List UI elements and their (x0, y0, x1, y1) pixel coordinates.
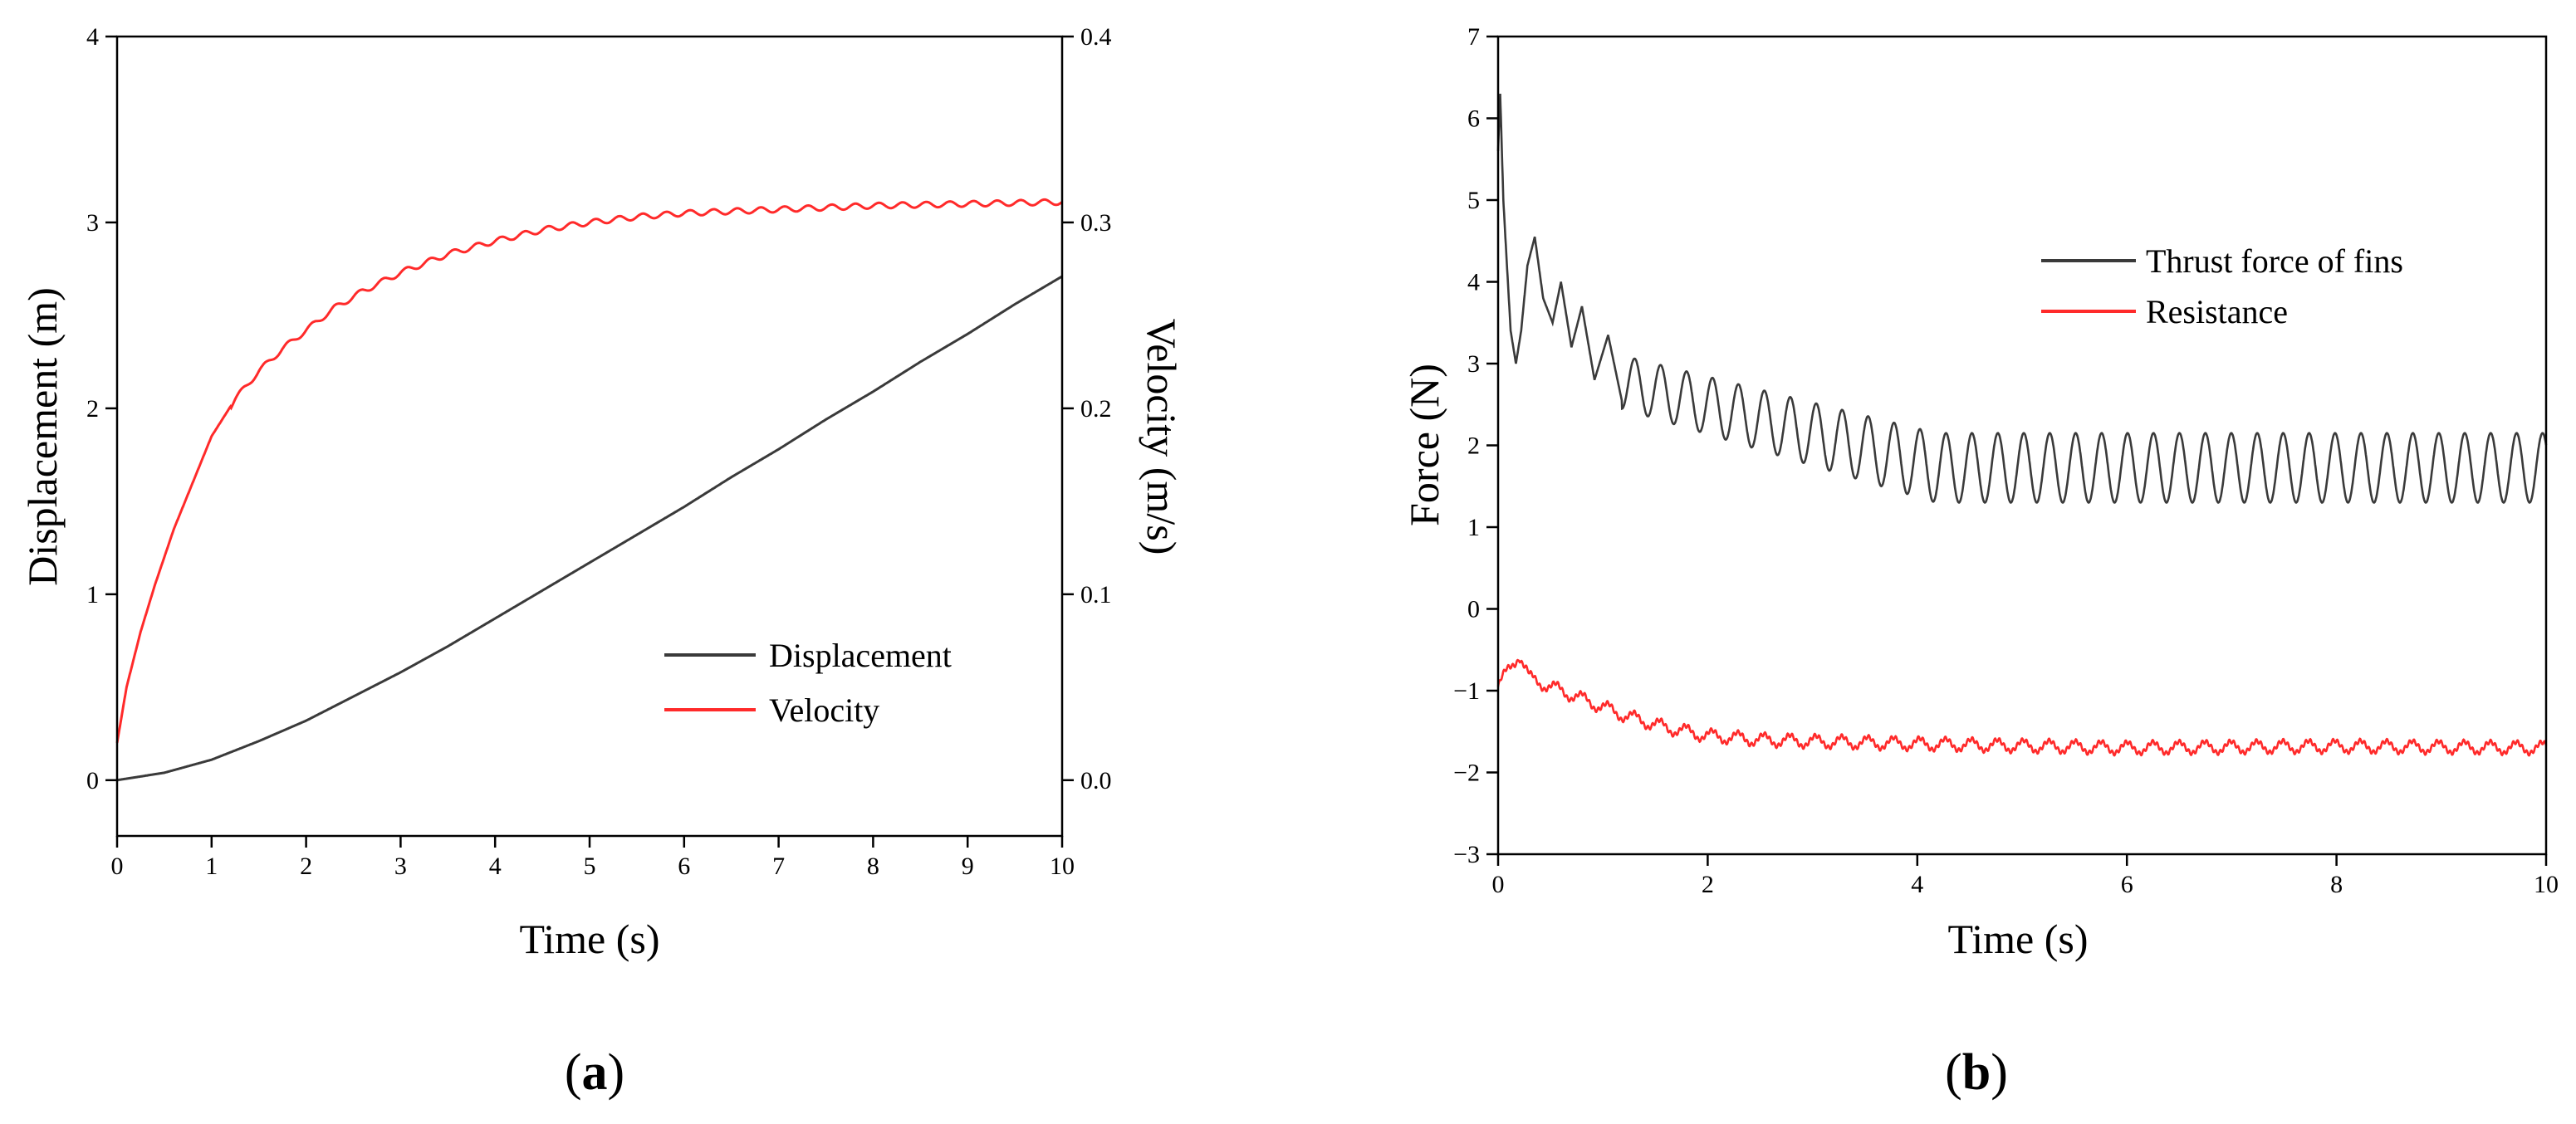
x-tick-label: 6 (2121, 871, 2133, 898)
chart-a-y-ticks-left: 0 1 2 3 4 (86, 23, 117, 794)
y-tick-label: −3 (1453, 841, 1480, 868)
series-line-resistance (1496, 658, 2548, 757)
legend-label-resistance: Resistance (2146, 293, 2288, 330)
legend-label-velocity: Velocity (769, 692, 879, 729)
x-tick-label: 2 (300, 853, 312, 880)
x-tick-label: 10 (1050, 853, 1075, 880)
chart-a: 0 1 2 3 4 5 6 7 8 9 10 0 1 2 3 4 0.0 0.1 0.2 0.3 0.4 Time … (19, 23, 1185, 1101)
y-tick-label: 0 (1467, 596, 1480, 623)
chart-a-legend: Displacement Velocity (664, 637, 952, 729)
y-tick-label: 1 (86, 581, 99, 608)
x-tick-label: 0 (1492, 871, 1505, 898)
x-tick-label: 5 (584, 853, 596, 880)
chart-b-y-axis-title: Force (N) (1401, 364, 1447, 526)
y-tick-label: 1 (1467, 514, 1480, 541)
series-line-displacement (116, 275, 1063, 782)
x-tick-label: 0 (111, 853, 124, 880)
chart-b-legend: Thrust force of fins Resistance (2041, 242, 2403, 330)
chart-b-x-ticks: 0 2 4 6 8 10 (1492, 854, 2559, 898)
y-tick-label: −2 (1453, 760, 1480, 787)
chart-b: 0 2 4 6 8 10 −3 −2 −1 0 1 2 3 4 5 6 7 Time (s) Force (N… (1401, 23, 2559, 1101)
chart-a-y-axis-title-right: Velocity (m/s) (1139, 319, 1185, 555)
x-tick-label: 4 (489, 853, 502, 880)
y-tick-label: 4 (86, 23, 99, 51)
y-tick-label: 3 (86, 209, 99, 237)
y-tick-label-right: 0.0 (1080, 767, 1112, 794)
chart-b-x-axis-title: Time (s) (1947, 916, 2088, 962)
y-tick-label: −1 (1453, 677, 1480, 705)
chart-b-plot-frame (1496, 35, 2548, 856)
series-line-thrust-force-of-fins (1496, 93, 2548, 504)
chart-a-series (115, 198, 1063, 782)
x-tick-label: 10 (2534, 871, 2559, 898)
y-tick-label: 5 (1467, 187, 1480, 214)
y-tick-label: 4 (1467, 269, 1480, 296)
chart-b-series (1496, 93, 2548, 757)
y-tick-label-right: 0.1 (1080, 581, 1112, 608)
x-tick-label: 8 (867, 853, 879, 880)
chart-a-x-axis-title: Time (s) (519, 916, 659, 962)
series-line-velocity (115, 198, 1063, 744)
chart-a-plot-frame (115, 35, 1064, 838)
x-tick-label: 6 (678, 853, 690, 880)
chart-a-y-ticks-right: 0.0 0.1 0.2 0.3 0.4 (1062, 23, 1112, 794)
x-tick-label: 3 (394, 853, 407, 880)
y-tick-label-right: 0.3 (1080, 209, 1112, 237)
y-tick-label: 7 (1467, 23, 1480, 51)
x-tick-label: 4 (1911, 871, 1923, 898)
y-tick-label-right: 0.4 (1080, 23, 1112, 51)
chart-b-y-ticks: −3 −2 −1 0 1 2 3 4 5 6 7 (1453, 23, 1498, 868)
y-tick-label-right: 0.2 (1080, 395, 1112, 423)
x-tick-label: 1 (205, 853, 218, 880)
chart-a-y-axis-title: Displacement (m) (19, 287, 66, 586)
panel-label-b: (b) (1945, 1044, 2008, 1101)
y-tick-label: 3 (1467, 350, 1480, 378)
legend-label-thrust: Thrust force of fins (2146, 242, 2403, 280)
x-tick-label: 8 (2330, 871, 2343, 898)
y-tick-label: 2 (86, 395, 99, 423)
y-tick-label: 0 (86, 767, 99, 794)
chart-a-x-ticks: 0 1 2 3 4 5 6 7 8 9 10 (111, 836, 1075, 880)
legend-label-displacement: Displacement (769, 637, 952, 674)
x-tick-label: 9 (962, 853, 974, 880)
y-tick-label: 2 (1467, 432, 1480, 460)
y-tick-label: 6 (1467, 105, 1480, 133)
x-tick-label: 7 (772, 853, 785, 880)
x-tick-label: 2 (1702, 871, 1714, 898)
panel-label-a: (a) (565, 1044, 624, 1101)
